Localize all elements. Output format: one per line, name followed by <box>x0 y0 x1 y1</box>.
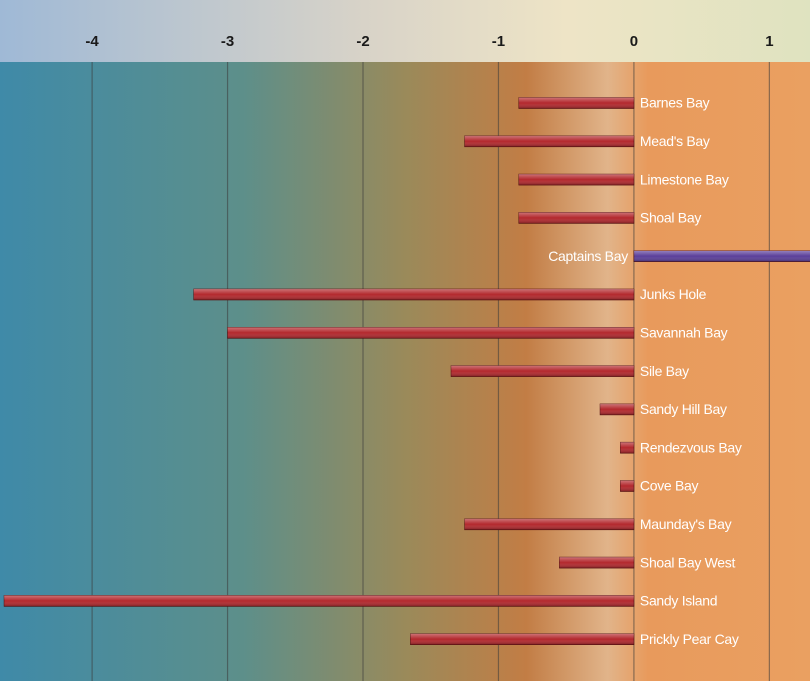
bar-shade <box>620 442 634 454</box>
x-tick-label: 1 <box>765 33 773 50</box>
plot-background <box>0 62 810 681</box>
bar-shade <box>600 403 634 415</box>
bar-shade <box>193 289 634 300</box>
bar-shade <box>227 327 634 339</box>
bar-shade <box>620 480 634 492</box>
bar-shade <box>464 518 634 530</box>
bar-shade <box>4 595 634 607</box>
category-label: Shoal Bay West <box>640 554 736 570</box>
category-label: Savannah Bay <box>640 325 728 341</box>
category-label: Sile Bay <box>640 363 689 379</box>
bar-shade <box>464 135 634 147</box>
category-label: Maunday's Bay <box>640 516 732 532</box>
bar-shade <box>633 250 810 262</box>
bar-shade <box>559 557 634 569</box>
x-tick-label: -1 <box>492 33 505 50</box>
category-label: Sandy Hill Bay <box>640 401 727 417</box>
category-label: Prickly Pear Cay <box>640 631 739 647</box>
x-tick-label: -4 <box>85 33 99 50</box>
map-header <box>0 0 810 62</box>
category-label: Cove Bay <box>640 478 699 494</box>
x-tick-label: -2 <box>356 33 369 50</box>
category-label: Barnes Bay <box>640 95 710 111</box>
category-label: Mead's Bay <box>640 133 710 149</box>
bar-shade <box>518 97 634 109</box>
category-label: Captains Bay <box>548 248 628 264</box>
category-label: Junks Hole <box>640 286 707 302</box>
x-tick-label: 0 <box>630 33 638 50</box>
bar-shade <box>518 174 634 186</box>
x-tick-label: -3 <box>221 33 234 50</box>
bar-shade <box>451 365 634 377</box>
bar-shade <box>518 212 634 224</box>
category-label: Limestone Bay <box>640 171 729 187</box>
bar-shade <box>410 633 634 645</box>
category-label: Rendezvous Bay <box>640 439 742 455</box>
category-label: Shoal Bay <box>640 210 701 226</box>
category-label: Sandy Island <box>640 593 717 609</box>
